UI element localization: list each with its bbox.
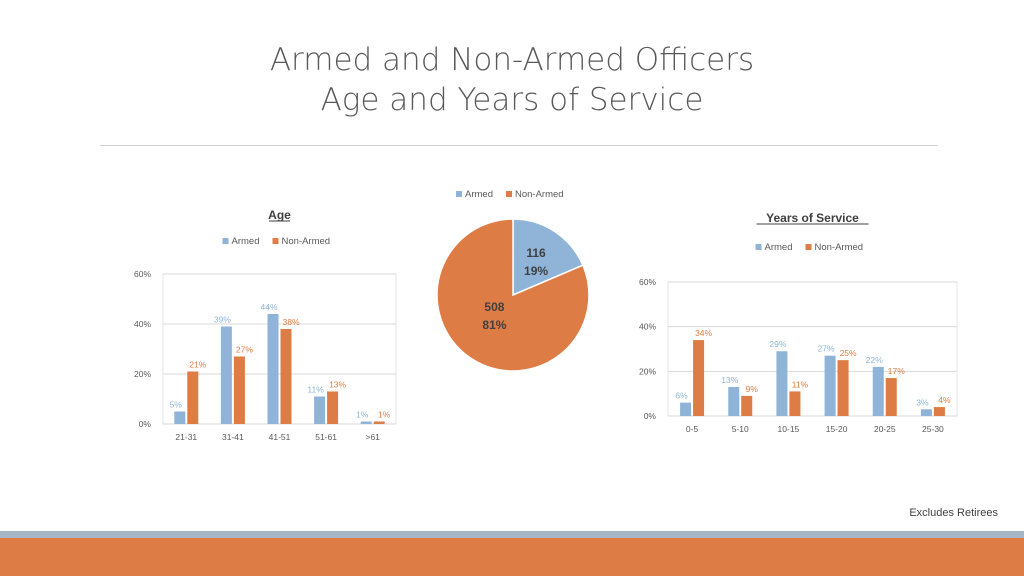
age-bar-non-armed-gt61 bbox=[373, 421, 385, 424]
age-chart: Age Armed Non-Armed 0% 20% 40% 60% 5% 21% 21-31 39… bbox=[134, 208, 397, 442]
yos-data-label-armed-5-10: 13% bbox=[721, 375, 738, 385]
pie-slice-non-armed bbox=[436, 218, 590, 372]
age-bar-non-armed-21-31 bbox=[187, 371, 199, 424]
yos-data-label-non-armed-20-25: 17% bbox=[888, 366, 905, 376]
page-title-line-2: Age and Years of Service bbox=[320, 82, 704, 118]
yos-data-label-non-armed-0-5: 34% bbox=[695, 328, 712, 338]
age-data-label-armed-gt61: 1% bbox=[356, 410, 369, 420]
age-data-label-non-armed-31-41: 27% bbox=[236, 345, 253, 355]
yos-data-label-non-armed-5-10: 9% bbox=[746, 384, 759, 394]
yos-data-label-non-armed-25-30: 4% bbox=[938, 395, 951, 405]
yos-x-tick-0-5: 0-5 bbox=[686, 424, 699, 434]
yos-bar-non-armed-5-10 bbox=[741, 395, 753, 416]
title-divider bbox=[100, 145, 938, 146]
yos-x-tick-20-25: 20-25 bbox=[874, 424, 896, 434]
yos-x-tick-15-20: 15-20 bbox=[826, 424, 848, 434]
yos-legend-label-non-armed: Non-Armed bbox=[815, 242, 864, 253]
age-bar-armed-21-31 bbox=[174, 411, 186, 424]
age-bar-armed-31-41 bbox=[220, 326, 232, 424]
yos-bar-non-armed-15-20 bbox=[837, 360, 849, 416]
yos-bar-non-armed-25-30 bbox=[933, 407, 945, 416]
yos-data-label-armed-10-15: 29% bbox=[769, 339, 786, 349]
age-x-tick-gt61: >61 bbox=[365, 432, 380, 442]
age-data-label-non-armed-gt61: 1% bbox=[378, 410, 391, 420]
yos-bar-armed-20-25 bbox=[872, 366, 884, 416]
age-legend-swatch-armed bbox=[222, 238, 229, 244]
yos-bar-armed-15-20 bbox=[824, 355, 836, 416]
pie-legend-label-non-armed: Non-Armed bbox=[515, 189, 564, 200]
yos-bar-armed-5-10 bbox=[728, 386, 740, 416]
years-of-service-chart: Years of Service Armed Non-Armed 0% 20% 40% 60… bbox=[639, 211, 958, 434]
age-data-label-non-armed-51-61: 13% bbox=[329, 380, 346, 390]
yos-y-tick-40: 40% bbox=[639, 322, 656, 332]
age-data-label-non-armed-21-31: 21% bbox=[189, 360, 206, 370]
age-legend-label-armed: Armed bbox=[232, 236, 260, 247]
pie-slice-armed bbox=[512, 218, 584, 297]
yos-data-label-armed-25-30: 3% bbox=[916, 397, 929, 407]
age-data-label-armed-21-31: 5% bbox=[170, 400, 183, 410]
pie-value-label-non-armed: 508 bbox=[484, 300, 504, 314]
yos-data-label-armed-15-20: 27% bbox=[818, 344, 835, 354]
age-bar-armed-41-51 bbox=[267, 314, 279, 424]
age-data-label-armed-41-51: 44% bbox=[260, 302, 277, 312]
age-legend-label-non-armed: Non-Armed bbox=[282, 236, 331, 247]
age-bar-non-armed-51-61 bbox=[327, 391, 339, 424]
yos-bar-armed-25-30 bbox=[920, 409, 932, 416]
age-bar-armed-gt61 bbox=[360, 421, 372, 424]
yos-bar-armed-10-15 bbox=[776, 351, 788, 416]
pie-value-label-armed: 116 bbox=[526, 246, 546, 260]
pie-legend-swatch-armed bbox=[456, 191, 462, 197]
age-data-label-non-armed-41-51: 38% bbox=[282, 317, 299, 327]
yos-bar-non-armed-0-5 bbox=[693, 340, 705, 416]
age-data-label-armed-31-41: 39% bbox=[214, 315, 231, 325]
age-y-tick-0: 0% bbox=[139, 419, 152, 429]
yos-y-tick-0: 0% bbox=[644, 411, 657, 421]
yos-plot-area bbox=[667, 281, 958, 417]
yos-legend-swatch-armed bbox=[755, 244, 762, 250]
age-bar-armed-51-61 bbox=[314, 396, 326, 424]
footer-band-orange bbox=[0, 538, 1024, 576]
age-legend-swatch-non-armed bbox=[272, 238, 279, 244]
armed-pie-chart: Armed Non-Armed 116 19% 508 81% bbox=[436, 189, 590, 372]
age-x-tick-21-31: 21-31 bbox=[175, 432, 197, 442]
yos-x-tick-25-30: 25-30 bbox=[922, 424, 944, 434]
yos-bar-non-armed-10-15 bbox=[789, 391, 801, 416]
pie-percent-label-non-armed: 81% bbox=[482, 318, 506, 332]
yos-chart-title: Years of Service bbox=[766, 211, 859, 225]
yos-bar-non-armed-20-25 bbox=[885, 378, 897, 416]
age-x-tick-51-61: 51-61 bbox=[315, 432, 337, 442]
yos-data-label-armed-0-5: 6% bbox=[675, 391, 688, 401]
footnote: Excludes Retirees bbox=[909, 507, 998, 519]
yos-bar-armed-0-5 bbox=[680, 402, 692, 416]
yos-data-label-non-armed-15-20: 25% bbox=[840, 348, 857, 358]
age-bar-non-armed-31-41 bbox=[233, 356, 245, 424]
age-bar-non-armed-41-51 bbox=[280, 329, 292, 424]
yos-data-label-armed-20-25: 22% bbox=[866, 355, 883, 365]
age-y-tick-60: 60% bbox=[134, 269, 151, 279]
yos-y-tick-60: 60% bbox=[639, 277, 656, 287]
pie-percent-label-armed: 19% bbox=[524, 264, 548, 278]
page-title: Armed and Non-Armed Officers Age and Yea… bbox=[0, 40, 1024, 120]
yos-legend-label-armed: Armed bbox=[765, 242, 793, 253]
yos-legend-swatch-non-armed bbox=[805, 244, 812, 250]
age-y-tick-40: 40% bbox=[134, 319, 151, 329]
yos-data-label-non-armed-10-15: 11% bbox=[792, 379, 809, 389]
footer-band-blue bbox=[0, 531, 1024, 538]
age-x-tick-41-51: 41-51 bbox=[269, 432, 291, 442]
age-data-label-armed-51-61: 11% bbox=[307, 385, 324, 395]
age-chart-title: Age bbox=[268, 208, 291, 222]
pie-legend-label-armed: Armed bbox=[465, 189, 493, 200]
pie-legend-swatch-non-armed bbox=[506, 191, 512, 197]
yos-x-tick-5-10: 5-10 bbox=[732, 424, 749, 434]
yos-y-tick-20: 20% bbox=[639, 366, 656, 376]
age-x-tick-31-41: 31-41 bbox=[222, 432, 244, 442]
page-title-line-1: Armed and Non-Armed Officers bbox=[269, 42, 755, 78]
yos-x-tick-10-15: 10-15 bbox=[778, 424, 800, 434]
age-y-tick-20: 20% bbox=[134, 369, 151, 379]
